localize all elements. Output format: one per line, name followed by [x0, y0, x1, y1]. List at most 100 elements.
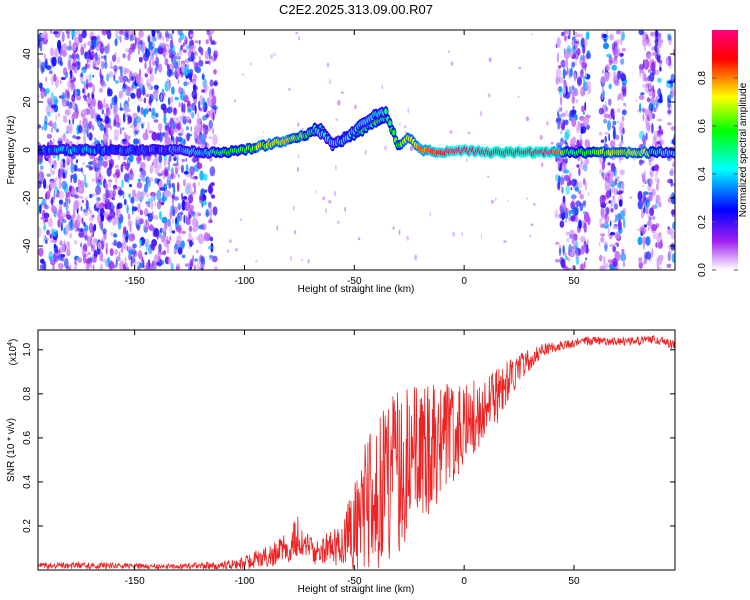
noise-speckle	[211, 39, 215, 45]
noise-speckle	[74, 89, 78, 98]
noise-speckle	[166, 179, 169, 185]
noise-speckle	[199, 193, 202, 204]
noise-speckle	[558, 85, 563, 97]
noise-speckle	[51, 197, 53, 206]
noise-speckle	[619, 52, 624, 57]
noise-speckle	[573, 31, 579, 39]
noise-speckle	[153, 119, 159, 123]
noise-speckle	[41, 198, 46, 206]
noise-speckle	[151, 260, 155, 268]
noise-speckle	[173, 183, 176, 187]
noise-speckle	[671, 126, 675, 130]
noise-speckle	[93, 238, 98, 243]
noise-speckle	[533, 202, 536, 206]
noise-speckle	[668, 244, 672, 250]
chart-title: C2E2.2025.313.09.00.R07	[279, 2, 433, 17]
noise-speckle	[606, 106, 609, 112]
noise-speckle	[566, 181, 571, 186]
noise-speckle	[578, 167, 581, 177]
noise-speckle	[206, 97, 211, 104]
x-tick-label: -150	[125, 576, 145, 587]
noise-speckle	[452, 231, 455, 237]
noise-speckle	[91, 244, 96, 252]
x-tick-label: 0	[461, 576, 467, 587]
noise-speckle	[651, 52, 657, 56]
noise-speckle	[149, 107, 151, 111]
noise-speckle	[140, 170, 143, 175]
noise-speckle	[638, 159, 644, 166]
noise-speckle	[131, 189, 136, 198]
noise-speckle	[95, 185, 102, 196]
noise-speckle	[77, 185, 83, 195]
noise-speckle	[50, 75, 54, 86]
noise-speckle	[657, 98, 663, 103]
noise-speckle	[557, 175, 562, 184]
noise-speckle	[654, 164, 659, 172]
noise-speckle	[177, 136, 182, 143]
noise-speckle	[188, 209, 194, 218]
noise-speckle	[54, 96, 57, 104]
noise-speckle	[187, 107, 192, 113]
noise-speckle	[556, 52, 560, 63]
noise-speckle	[490, 199, 494, 204]
noise-speckle	[101, 45, 105, 49]
noise-speckle	[163, 114, 167, 124]
noise-speckle	[354, 104, 357, 110]
noise-speckle	[466, 157, 468, 163]
noise-speckle	[51, 56, 57, 67]
noise-speckle	[193, 264, 197, 270]
noise-speckle	[209, 217, 212, 223]
noise-speckle	[131, 204, 134, 216]
noise-speckle	[584, 181, 588, 192]
noise-speckle	[134, 36, 137, 46]
noise-speckle	[578, 221, 581, 229]
noise-speckle	[209, 255, 214, 258]
noise-speckle	[57, 113, 61, 117]
noise-speckle	[89, 73, 92, 82]
noise-speckle	[66, 203, 69, 209]
noise-speckle	[147, 83, 153, 90]
noise-speckle	[178, 102, 181, 108]
noise-speckle	[151, 241, 156, 251]
noise-speckle	[612, 129, 616, 140]
noise-speckle	[155, 112, 159, 118]
noise-speckle	[84, 224, 89, 232]
noise-speckle	[205, 39, 208, 44]
noise-speckle	[624, 93, 627, 96]
noise-speckle	[565, 237, 571, 243]
noise-speckle	[614, 171, 618, 180]
noise-speckle	[119, 107, 124, 111]
noise-speckle	[580, 128, 584, 134]
noise-speckle	[619, 210, 625, 220]
noise-speckle	[89, 193, 93, 199]
noise-speckle	[164, 30, 169, 38]
colorbar-tick-label: 0.2	[697, 215, 708, 229]
noise-speckle	[71, 214, 76, 219]
noise-speckle	[579, 122, 585, 127]
noise-speckle	[621, 47, 626, 52]
noise-speckle	[125, 89, 131, 97]
noise-speckle	[612, 120, 617, 126]
noise-speckle	[172, 107, 178, 116]
noise-speckle	[615, 242, 619, 246]
noise-speckle	[381, 84, 383, 90]
noise-speckle	[182, 196, 188, 200]
noise-speckle	[611, 64, 617, 71]
noise-speckle	[123, 81, 126, 89]
noise-speckle	[119, 102, 122, 110]
noise-speckle	[137, 178, 141, 182]
noise-speckle	[618, 220, 622, 231]
noise-speckle	[488, 93, 491, 98]
noise-speckle	[66, 30, 71, 33]
noise-speckle	[194, 131, 197, 138]
x-tick-label: 50	[568, 576, 580, 587]
noise-speckle	[621, 115, 625, 122]
noise-speckle	[583, 222, 587, 233]
noise-speckle	[119, 35, 122, 43]
noise-speckle	[47, 111, 51, 117]
noise-speckle	[645, 132, 648, 141]
noise-speckle	[616, 182, 623, 189]
x-tick-label: 0	[461, 276, 467, 287]
noise-speckle	[119, 127, 122, 135]
noise-speckle	[108, 190, 114, 200]
